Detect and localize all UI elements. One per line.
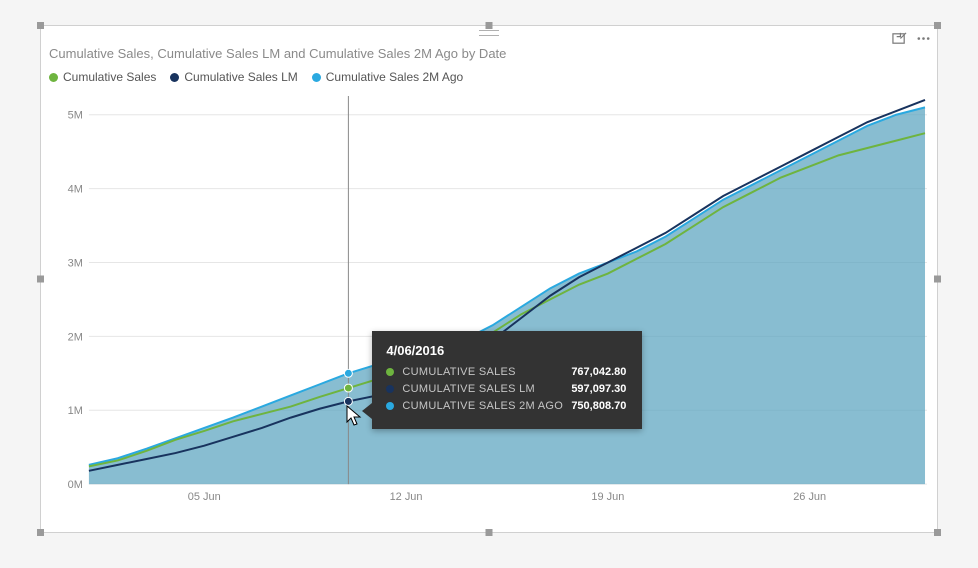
focus-mode-icon[interactable] xyxy=(891,30,907,46)
legend-label: Cumulative Sales xyxy=(63,70,156,84)
x-axis-tick-label: 26 Jun xyxy=(793,491,826,503)
resize-handle-mid-left[interactable] xyxy=(37,276,44,283)
resize-handle-bottom-right[interactable] xyxy=(934,529,941,536)
tooltip-series-label: CUMULATIVE SALES 2M AGO xyxy=(402,400,563,412)
legend-marker-icon xyxy=(49,73,58,82)
tooltip-rows: CUMULATIVE SALES767,042.80CUMULATIVE SAL… xyxy=(386,366,626,412)
tooltip-series-value: 767,042.80 xyxy=(571,366,626,378)
tooltip-pointer-icon xyxy=(362,403,372,419)
tooltip-row: CUMULATIVE SALES 767,042.80 xyxy=(386,366,626,378)
resize-handle-mid-bottom[interactable] xyxy=(486,529,493,536)
tooltip-series-value: 750,808.70 xyxy=(571,400,626,412)
chart-svg: 0M 1M 2M 3M 4M 5M 05 Jun 12 Jun 19 Jun 26 Jun xyxy=(49,96,929,504)
y-axis-tick-label: 1M xyxy=(68,405,83,417)
legend-item[interactable]: Cumulative Sales 2M Ago xyxy=(312,70,463,84)
chart-plot-area[interactable]: 0M 1M 2M 3M 4M 5M 05 Jun 12 Jun 19 Jun 26 Jun 4/0… xyxy=(49,96,929,504)
tooltip-series-value: 597,097.30 xyxy=(571,383,626,395)
hover-point-marker xyxy=(344,369,352,377)
y-axis-tick-label: 2M xyxy=(68,331,83,343)
more-options-icon[interactable] xyxy=(915,30,931,46)
tooltip-marker-icon xyxy=(386,368,394,376)
tooltip-series-label: CUMULATIVE SALES xyxy=(402,366,563,378)
legend-label: Cumulative Sales 2M Ago xyxy=(326,70,463,84)
tooltip-series-label: CUMULATIVE SALES LM xyxy=(402,383,563,395)
chart-tooltip: 4/06/2016 CUMULATIVE SALES767,042.80CUMU… xyxy=(372,331,642,429)
x-axis-tick-label: 05 Jun xyxy=(188,491,221,503)
resize-handle-mid-right[interactable] xyxy=(934,276,941,283)
legend-label: Cumulative Sales LM xyxy=(184,70,297,84)
drag-grip-icon[interactable] xyxy=(479,30,499,36)
y-axis-tick-label: 3M xyxy=(68,257,83,269)
resize-handle-mid-top[interactable] xyxy=(486,22,493,29)
y-axis-tick-label: 5M xyxy=(68,110,83,122)
y-axis-tick-label: 4M xyxy=(68,184,83,196)
legend-marker-icon xyxy=(170,73,179,82)
resize-handle-top-right[interactable] xyxy=(934,22,941,29)
tooltip-marker-icon xyxy=(386,385,394,393)
chart-legend: Cumulative Sales Cumulative Sales LM Cumul… xyxy=(49,70,463,84)
tooltip-row: CUMULATIVE SALES LM 597,097.30 xyxy=(386,383,626,395)
legend-item[interactable]: Cumulative Sales LM xyxy=(170,70,297,84)
tooltip-row: CUMULATIVE SALES 2M AGO 750,808.70 xyxy=(386,400,626,412)
resize-handle-bottom-left[interactable] xyxy=(37,529,44,536)
x-axis-tick-label: 12 Jun xyxy=(390,491,423,503)
chart-title: Cumulative Sales, Cumulative Sales LM an… xyxy=(49,46,506,61)
chart-visual-container[interactable]: Cumulative Sales, Cumulative Sales LM an… xyxy=(40,25,938,533)
legend-marker-icon xyxy=(312,73,321,82)
hover-point-marker xyxy=(344,384,352,392)
tooltip-marker-icon xyxy=(386,402,394,410)
x-axis-tick-label: 19 Jun xyxy=(591,491,624,503)
resize-handle-top-left[interactable] xyxy=(37,22,44,29)
hover-point-marker xyxy=(344,397,352,405)
tooltip-date: 4/06/2016 xyxy=(386,343,626,358)
y-axis-tick-label: 0M xyxy=(68,479,83,491)
legend-item[interactable]: Cumulative Sales xyxy=(49,70,156,84)
